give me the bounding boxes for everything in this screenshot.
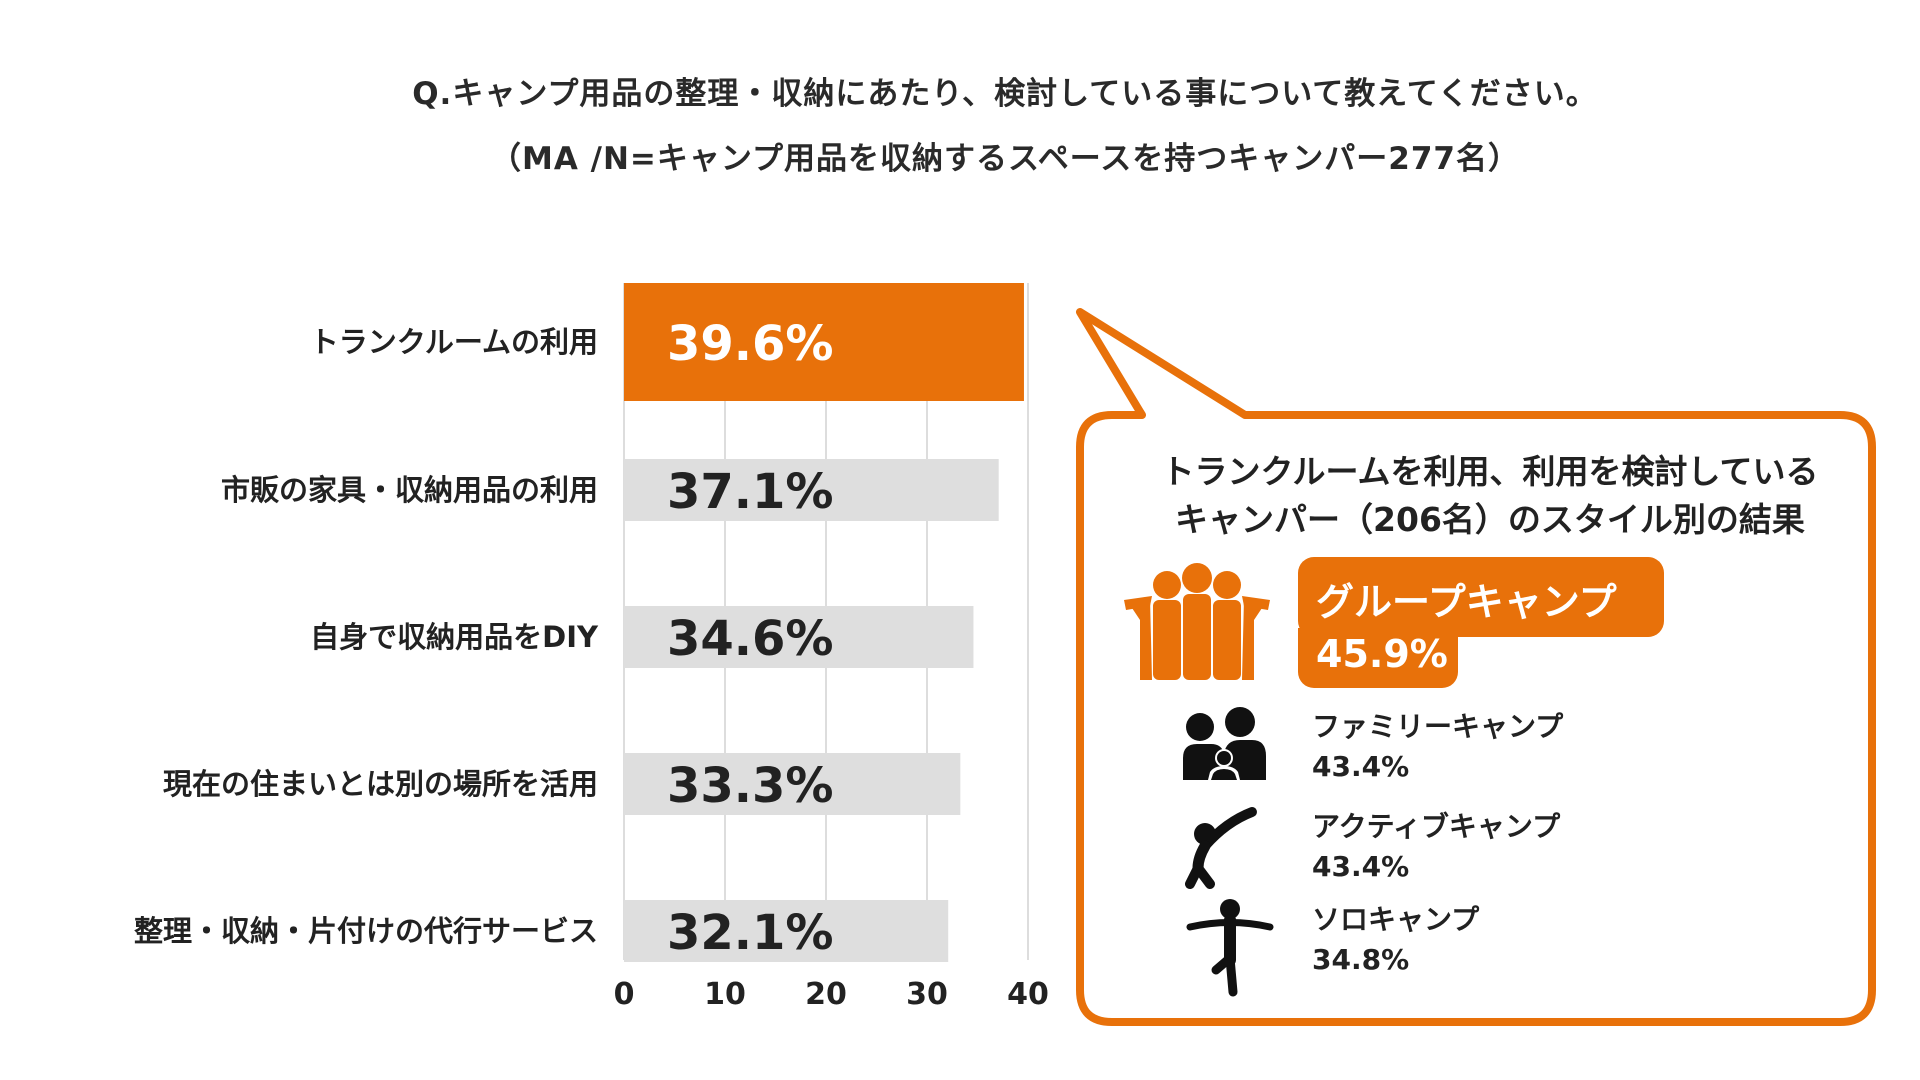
active-camp-pct: 43.4% bbox=[1312, 850, 1410, 883]
group-camp-pct: 45.9% bbox=[1316, 632, 1448, 676]
x-axis-ticks: 0 10 20 30 40 bbox=[614, 977, 1049, 1012]
x-tick-label: 20 bbox=[805, 977, 847, 1012]
active-camp-label: アクティブキャンプ bbox=[1312, 810, 1561, 843]
bubble-heading-line1: トランクルームを利用、利用を検討している bbox=[1161, 452, 1819, 491]
balancing-person-icon bbox=[1186, 899, 1274, 997]
value-labels: 39.6% 37.1% 34.6% 33.3% 32.1% bbox=[667, 316, 834, 961]
group-camp-pct-box: 45.9% bbox=[1298, 628, 1458, 688]
bars bbox=[624, 283, 1024, 962]
bar-value-label: 37.1% bbox=[667, 464, 834, 520]
category-label: 整理・収納・片付けの代行サービス bbox=[134, 914, 598, 948]
family-icon bbox=[1183, 707, 1266, 780]
x-tick-label: 10 bbox=[704, 977, 746, 1012]
solo-camp-label: ソロキャンプ bbox=[1312, 903, 1480, 936]
bar bbox=[624, 283, 1024, 401]
group-camp-label: グループキャンプ bbox=[1316, 580, 1617, 624]
chart-question: Q.キャンプ用品の整理・収納にあたり、検討している事について教えてください。 bbox=[412, 76, 1598, 112]
bar bbox=[624, 753, 961, 815]
family-camp-label: ファミリーキャンプ bbox=[1312, 710, 1564, 743]
speech-bubble bbox=[1076, 308, 1876, 1026]
stretching-person-icon bbox=[1185, 807, 1257, 889]
bar bbox=[624, 606, 974, 668]
group-people-icon bbox=[1124, 563, 1270, 680]
group-camp-highlight: グループキャンプ bbox=[1298, 557, 1664, 637]
category-label: トランクルームの利用 bbox=[310, 325, 598, 359]
chart-sample-note: （MA /N=キャンプ用品を収納するスペースを持つキャンパー277名） bbox=[490, 141, 1520, 177]
category-label: 現在の住まいとは別の場所を活用 bbox=[163, 767, 598, 801]
bar-value-label: 34.6% bbox=[667, 611, 834, 667]
category-label: 市販の家具・収納用品の利用 bbox=[221, 473, 598, 507]
x-tick-label: 0 bbox=[614, 977, 635, 1012]
bar-value-label: 32.1% bbox=[667, 905, 834, 961]
bar bbox=[624, 900, 949, 962]
bar bbox=[624, 459, 999, 521]
x-tick-label: 40 bbox=[1007, 977, 1049, 1012]
bar-value-label: 33.3% bbox=[667, 758, 834, 814]
bubble-heading-line2: キャンパー（206名）のスタイル別の結果 bbox=[1175, 500, 1805, 539]
solo-camp-pct: 34.8% bbox=[1312, 943, 1410, 976]
x-tick-label: 30 bbox=[906, 977, 948, 1012]
bar-value-label: 39.6% bbox=[667, 316, 834, 372]
family-camp-pct: 43.4% bbox=[1312, 750, 1410, 783]
category-label: 自身で収納用品をDIY bbox=[310, 620, 599, 654]
